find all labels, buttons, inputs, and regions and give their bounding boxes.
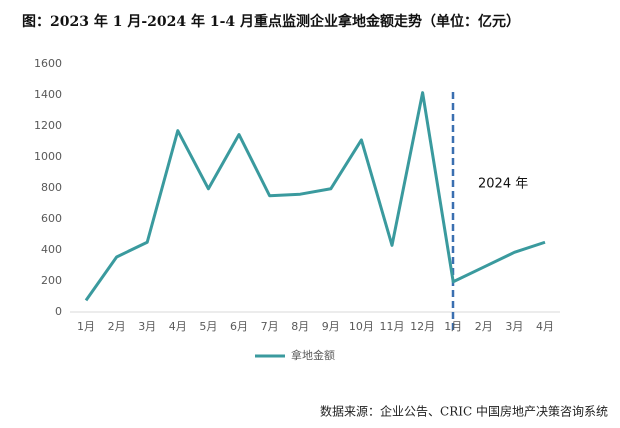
x-tick-label: 11月 — [380, 320, 405, 333]
x-tick-label: 10月 — [349, 320, 374, 333]
x-tick-label: 7月 — [261, 320, 279, 333]
y-tick-label: 1600 — [34, 57, 62, 70]
x-tick-label: 3月 — [138, 320, 156, 333]
x-tick-label: 2月 — [108, 320, 126, 333]
x-tick-label: 12月 — [410, 320, 435, 333]
legend-label: 拿地金额 — [291, 348, 335, 362]
source: 数据来源：企业公告、CRIC 中国房地产决策咨询系统 — [320, 404, 608, 419]
x-tick-label: 1月 — [444, 320, 462, 333]
y-tick-label: 200 — [41, 274, 62, 287]
x-tick-label: 4月 — [169, 320, 187, 333]
x-tick-label: 1月 — [77, 320, 95, 333]
y-tick-label: 1000 — [34, 150, 62, 163]
annotation: 2024 年 — [478, 177, 528, 192]
x-tick-label: 2月 — [475, 320, 493, 333]
y-tick-label: 1400 — [34, 88, 62, 101]
x-tick-label: 3月 — [505, 320, 523, 333]
y-tick-label: 600 — [41, 212, 62, 225]
y-tick-label: 400 — [41, 243, 62, 256]
x-tick-label: 6月 — [230, 320, 248, 333]
chart-title: 图：2023 年 1 月-2024 年 1-4 月重点监测企业拿地金额走势（单位… — [22, 13, 520, 30]
x-tick-label: 5月 — [199, 320, 217, 333]
y-tick-label: 0 — [55, 305, 62, 318]
y-tick-label: 1200 — [34, 119, 62, 132]
x-tick-label: 8月 — [291, 320, 309, 333]
y-tick-label: 800 — [41, 181, 62, 194]
x-tick-label: 4月 — [536, 320, 554, 333]
x-tick-label: 9月 — [322, 320, 340, 333]
data-line — [84, 91, 546, 302]
